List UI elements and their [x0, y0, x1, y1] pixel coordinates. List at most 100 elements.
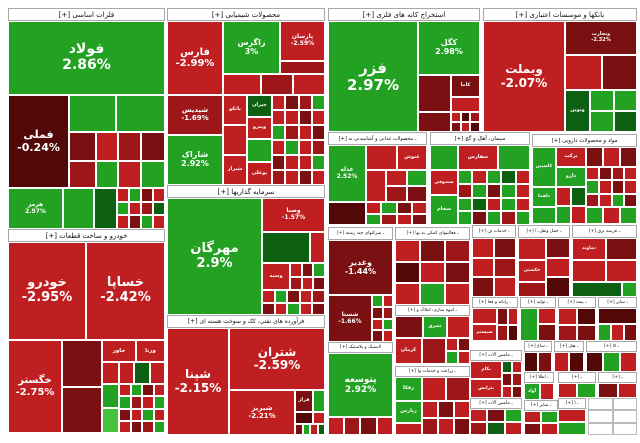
sector-header-insurance[interactable]: ـ بیمه [+]: [558, 297, 596, 308]
stock-tile[interactable]: [313, 390, 325, 412]
stock-tile[interactable]: [422, 418, 438, 435]
stock-tile[interactable]: [458, 338, 470, 351]
stock-tile[interactable]: [518, 238, 546, 260]
stock-tile[interactable]: سفارس: [458, 145, 498, 170]
stock-tile[interactable]: [366, 170, 386, 202]
stock-tile[interactable]: [451, 122, 461, 132]
stock-tile[interactable]: [62, 340, 102, 387]
stock-tile[interactable]: [142, 384, 154, 397]
stock-tile[interactable]: [298, 140, 312, 155]
sector-header-oil-products[interactable]: فرآورده های نفتی، کک و سوخت هسته ای [+]: [167, 315, 325, 328]
sector-header-machinery-2[interactable]: ـ ماشین آلات [+]: [470, 398, 522, 409]
stock-tile[interactable]: [395, 316, 423, 338]
stock-tile[interactable]: [287, 302, 300, 315]
stock-tile[interactable]: وپترو: [247, 117, 272, 139]
stock-tile[interactable]: خیران: [247, 95, 272, 117]
stock-tile[interactable]: [118, 161, 141, 188]
stock-tile[interactable]: [287, 290, 300, 303]
stock-tile[interactable]: [460, 122, 471, 132]
sector-header-banks[interactable]: بانکها و موسسات اعتباری [+]: [483, 8, 637, 21]
stock-tile[interactable]: [497, 324, 508, 341]
sector-header-ka[interactable]: ـ کا [+]: [586, 341, 637, 352]
stock-tile[interactable]: [130, 408, 142, 421]
stock-tile[interactable]: غنوش: [397, 145, 427, 170]
stock-tile[interactable]: [603, 352, 620, 372]
stock-tile[interactable]: [223, 125, 247, 155]
stock-tile[interactable]: [569, 352, 584, 372]
stock-tile[interactable]: دلقما: [532, 187, 556, 207]
stock-tile[interactable]: [295, 412, 313, 424]
stock-tile[interactable]: [298, 95, 312, 110]
stock-tile[interactable]: [472, 170, 487, 184]
stock-tile[interactable]: ونوین: [565, 90, 590, 132]
stock-tile[interactable]: [313, 412, 325, 424]
stock-tile[interactable]: [301, 263, 314, 277]
sector-header-real-estate[interactable]: ـ انبوه سازی، املاک و [+]: [395, 305, 470, 316]
stock-tile[interactable]: [261, 74, 293, 95]
stock-tile[interactable]: [117, 188, 129, 202]
stock-tile[interactable]: [130, 384, 142, 397]
stock-tile[interactable]: [153, 215, 165, 229]
stock-tile[interactable]: [498, 145, 530, 170]
sector-header-chemicals[interactable]: محصولات شیمیایی [+]: [167, 8, 325, 21]
stock-tile[interactable]: [153, 384, 165, 397]
stock-tile[interactable]: [577, 383, 596, 398]
stock-tile[interactable]: [501, 197, 516, 212]
stock-tile[interactable]: [395, 261, 420, 284]
stock-tile[interactable]: [285, 140, 299, 155]
stock-tile[interactable]: [311, 155, 325, 170]
stock-tile[interactable]: [366, 202, 382, 214]
stock-tile[interactable]: کگل 2.98%: [418, 21, 480, 75]
stock-tile[interactable]: [272, 110, 286, 125]
stock-tile[interactable]: [624, 167, 637, 181]
stock-tile[interactable]: [280, 61, 325, 74]
stock-tile[interactable]: [382, 295, 393, 307]
stock-tile[interactable]: [515, 183, 530, 198]
stock-tile[interactable]: [494, 238, 516, 258]
stock-tile[interactable]: [406, 186, 427, 202]
stock-tile[interactable]: [598, 324, 611, 341]
sector-header-pharma[interactable]: مواد و محصولات دارویی [+]: [532, 134, 637, 147]
stock-tile[interactable]: [590, 90, 614, 111]
stock-tile[interactable]: وسپه: [262, 263, 290, 290]
stock-tile[interactable]: [487, 409, 505, 422]
stock-tile[interactable]: [622, 282, 637, 297]
stock-tile[interactable]: [395, 423, 422, 435]
stock-tile[interactable]: [586, 147, 603, 167]
stock-tile[interactable]: [572, 260, 606, 282]
stock-tile[interactable]: [472, 257, 494, 278]
stock-tile[interactable]: فارس -2.99%: [167, 21, 223, 95]
stock-tile[interactable]: [69, 95, 116, 132]
stock-tile[interactable]: [472, 183, 487, 198]
stock-tile[interactable]: [69, 132, 96, 161]
stock-tile[interactable]: بانکو: [223, 95, 247, 125]
stock-tile[interactable]: [558, 324, 577, 341]
stock-tile[interactable]: [310, 232, 325, 263]
stock-tile[interactable]: [311, 95, 325, 110]
stock-tile[interactable]: [274, 302, 288, 315]
stock-tile[interactable]: [486, 197, 502, 212]
stock-tile[interactable]: [541, 423, 558, 435]
stock-tile[interactable]: [558, 308, 577, 325]
stock-tile[interactable]: [285, 170, 299, 185]
stock-tile[interactable]: [512, 361, 522, 374]
stock-tile[interactable]: [458, 351, 470, 364]
stock-tile[interactable]: [458, 170, 473, 184]
stock-tile[interactable]: [311, 140, 325, 155]
sector-header-investments[interactable]: سرمایه گذاریها [+]: [167, 185, 325, 198]
stock-tile[interactable]: [538, 308, 556, 324]
stock-tile[interactable]: خساپا -2.42%: [86, 242, 165, 340]
stock-tile[interactable]: پارسان -2.59%: [280, 21, 325, 61]
stock-tile[interactable]: [588, 398, 613, 411]
stock-tile[interactable]: [422, 401, 438, 418]
stock-tile[interactable]: [290, 263, 302, 277]
stock-tile[interactable]: [612, 410, 637, 423]
stock-tile[interactable]: زاگرس 3%: [223, 21, 280, 74]
stock-tile[interactable]: [317, 424, 325, 435]
stock-tile[interactable]: [313, 276, 325, 290]
stock-tile[interactable]: [445, 261, 470, 284]
sector-header-rubber-plastic[interactable]: لاستیک و پلاستیک [+]: [328, 342, 393, 353]
stock-tile[interactable]: [501, 170, 516, 184]
sector-header-info[interactable]: ـ اطلا [+]: [524, 372, 554, 383]
stock-tile[interactable]: [512, 385, 522, 398]
